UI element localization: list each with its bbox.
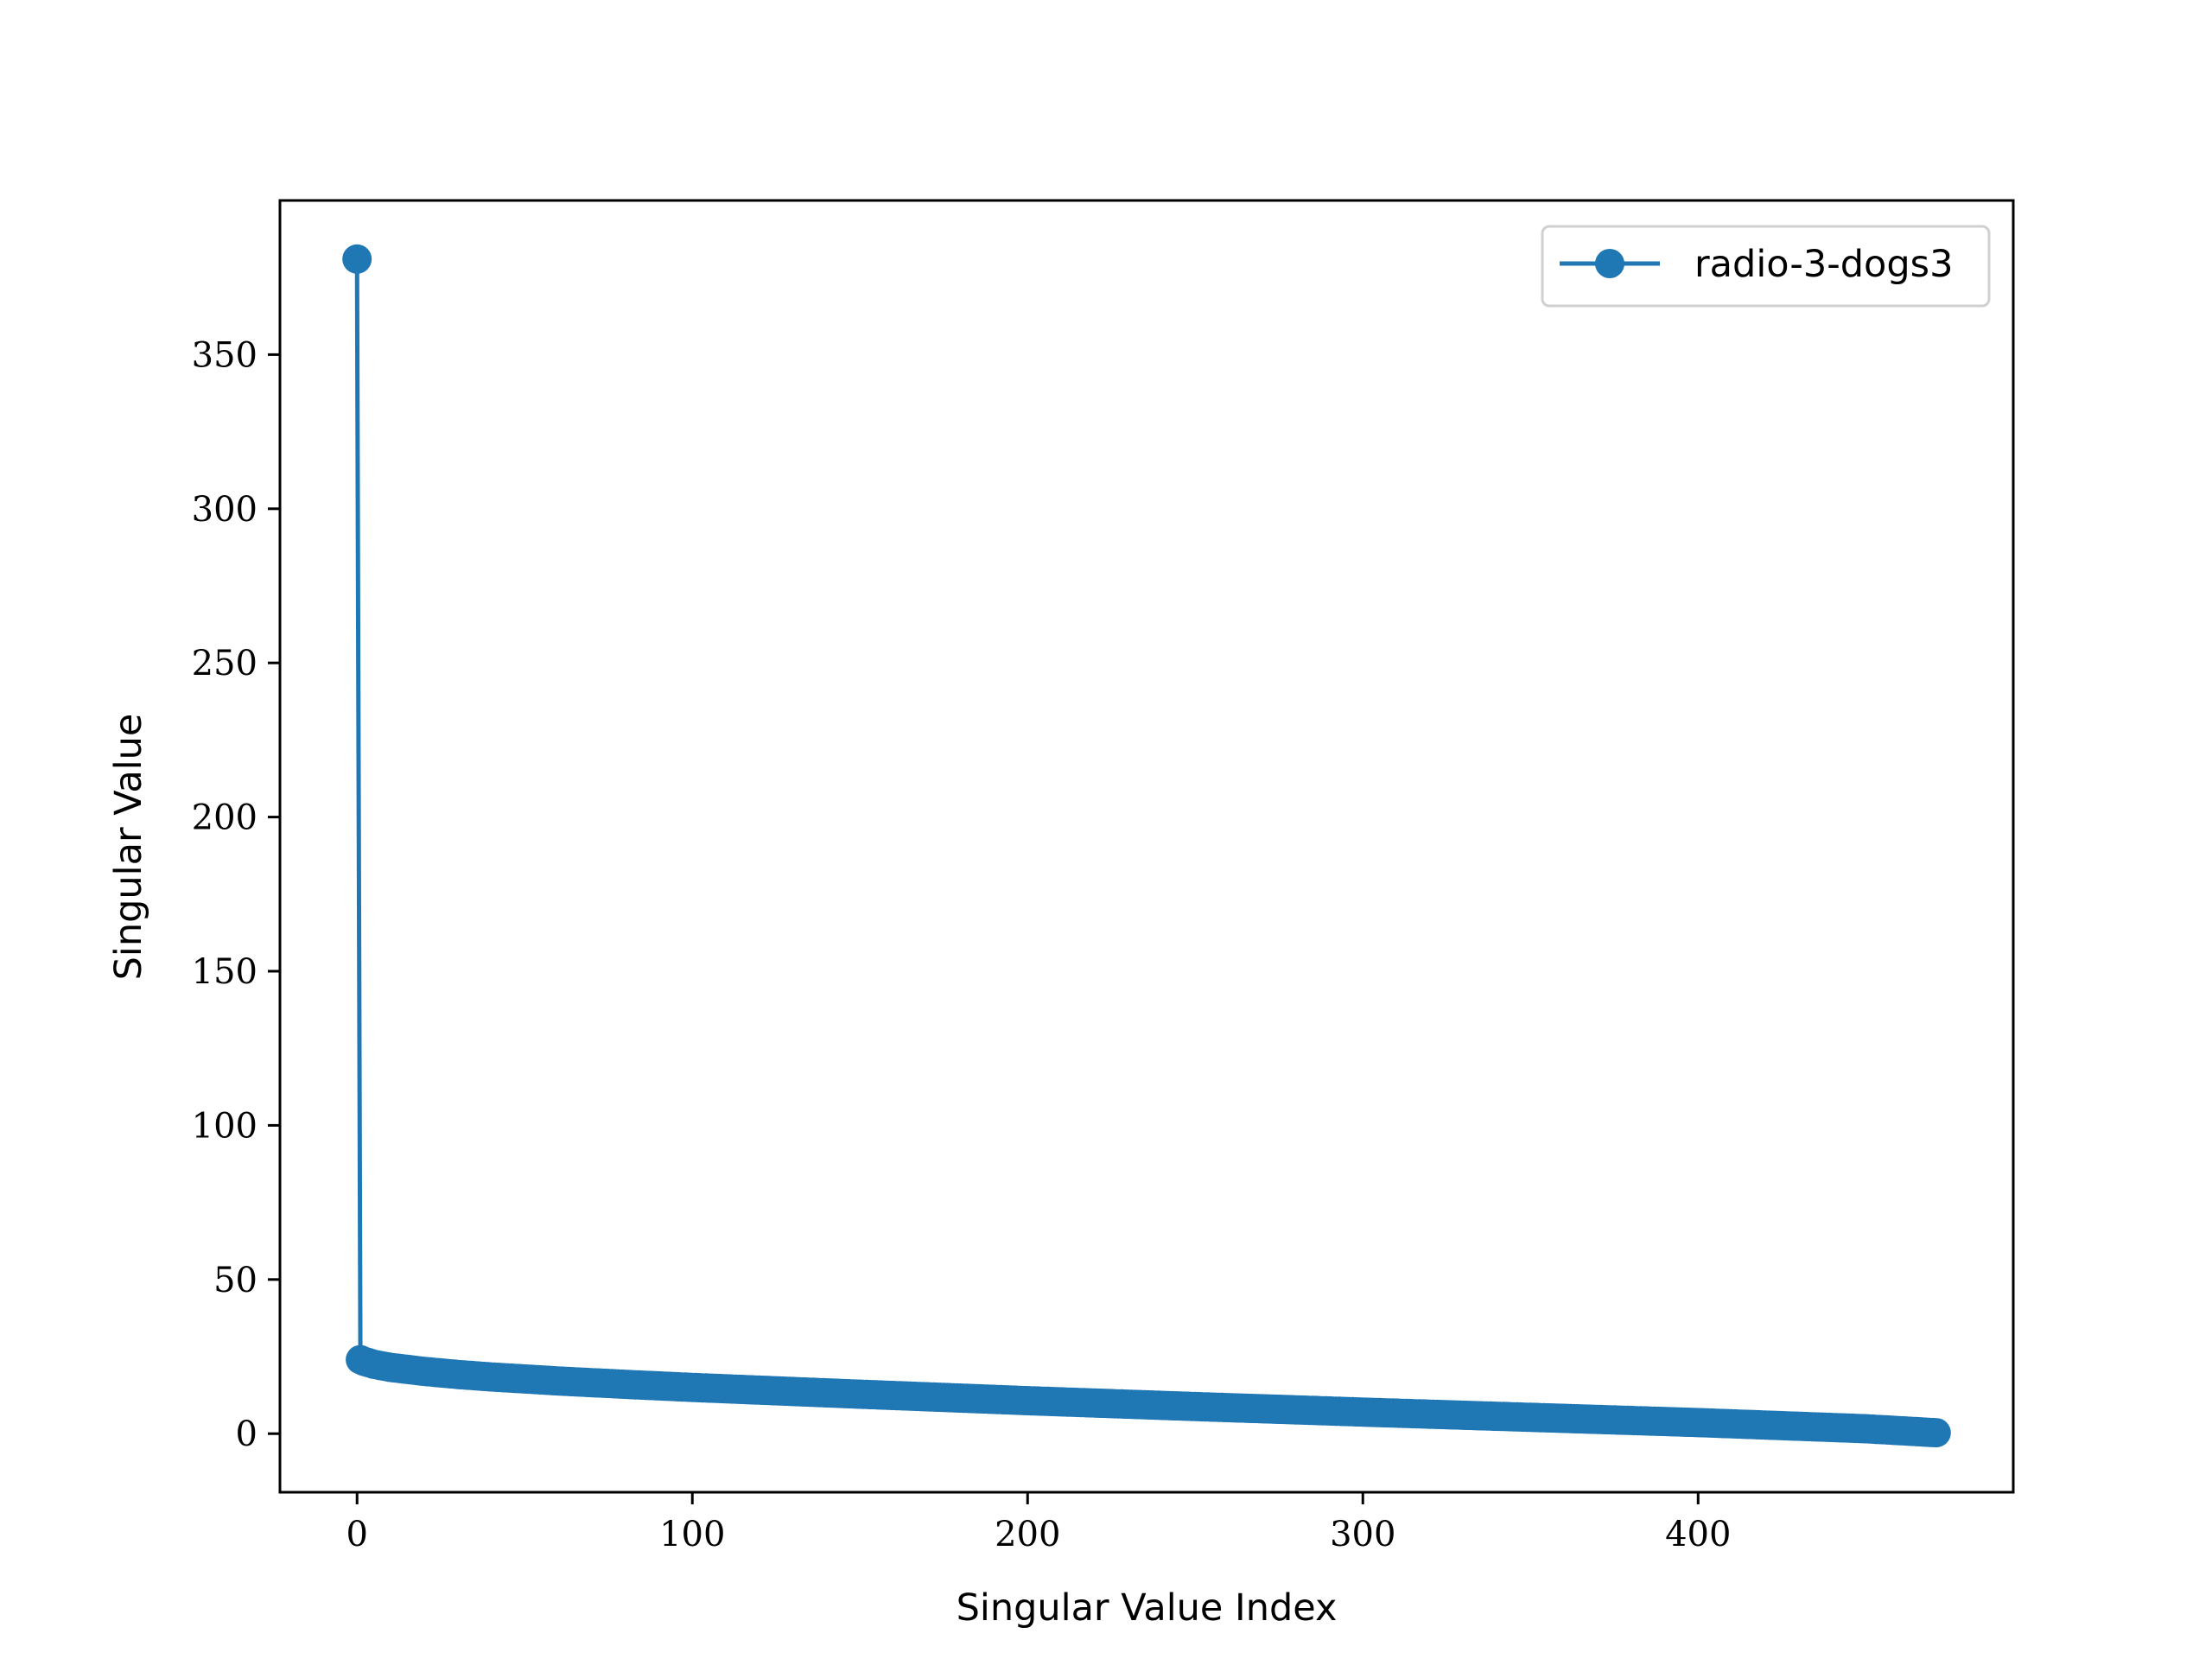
y-tick-label: 250 [192,644,257,683]
legend: radio-3-dogs3 [1541,225,1991,308]
x-tick-label: 400 [1665,1515,1731,1554]
x-tick-label: 0 [346,1515,368,1554]
y-tick-label: 350 [192,335,257,375]
y-tick-label: 200 [192,798,257,838]
y-axis-label: Singular Value [107,714,150,981]
y-tick-label: 0 [236,1414,257,1454]
legend-marker-swatch [1595,249,1624,278]
plot-area [342,244,1951,1448]
axes: 0 100 200 300 400 0 50 100 150 200 250 300 350 [192,335,1732,1554]
y-tick-label: 150 [192,952,257,992]
legend-box [1541,225,1991,308]
x-tick-label: 100 [659,1515,725,1554]
y-tick-label: 50 [213,1261,257,1300]
plot-frame [278,199,2015,1494]
x-axis-label: Singular Value Index [957,1586,1338,1630]
legend-entry-label: radio-3-dogs3 [1694,243,1953,286]
y-tick-label: 100 [192,1106,257,1146]
x-tick-label: 200 [995,1515,1060,1554]
x-tick-label: 300 [1330,1515,1395,1554]
data-point [342,244,372,274]
data-point [1921,1418,1951,1448]
y-tick-label: 300 [192,490,257,530]
